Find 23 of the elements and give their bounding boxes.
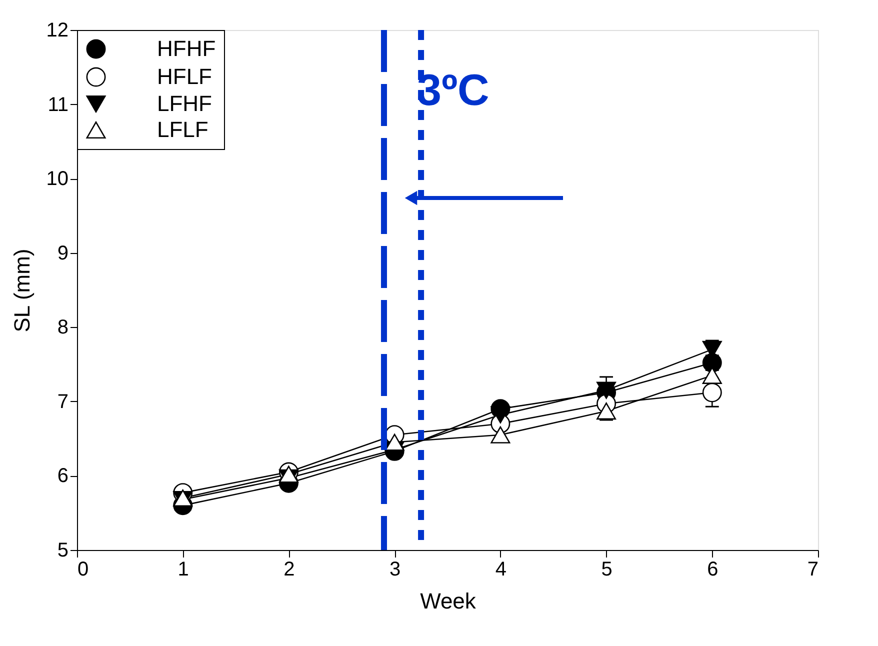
y-tick-label: 8 — [57, 316, 68, 339]
x-tick-label: 7 — [807, 558, 818, 580]
y-tick-label: 6 — [57, 465, 68, 488]
x-tick-label: 6 — [707, 558, 718, 580]
legend-label: HFLF — [157, 64, 212, 89]
y-tick-label: 12 — [46, 20, 68, 42]
y-tick-label: 10 — [46, 168, 68, 190]
y-tick-label: 11 — [48, 94, 68, 116]
x-tick-label: 2 — [284, 558, 295, 580]
y-tick-label: 9 — [57, 242, 68, 264]
x-tick-label: 1 — [178, 558, 189, 580]
x-tick-label: 0 — [78, 558, 89, 580]
y-tick-label: 5 — [57, 540, 68, 562]
legend-label: HFHF — [157, 36, 216, 61]
y-tick-label: 7 — [57, 390, 68, 413]
x-tick-label: 5 — [601, 558, 612, 580]
annotation: 3ºC — [417, 66, 490, 115]
legend-label: LFLF — [157, 117, 208, 142]
x-axis-title: Week — [420, 588, 477, 614]
y-axis-title: SL (mm) — [9, 248, 34, 332]
x-tick-label: 4 — [495, 558, 506, 580]
x-tick-label: 3 — [390, 558, 401, 580]
legend-label: LFHF — [157, 91, 212, 116]
